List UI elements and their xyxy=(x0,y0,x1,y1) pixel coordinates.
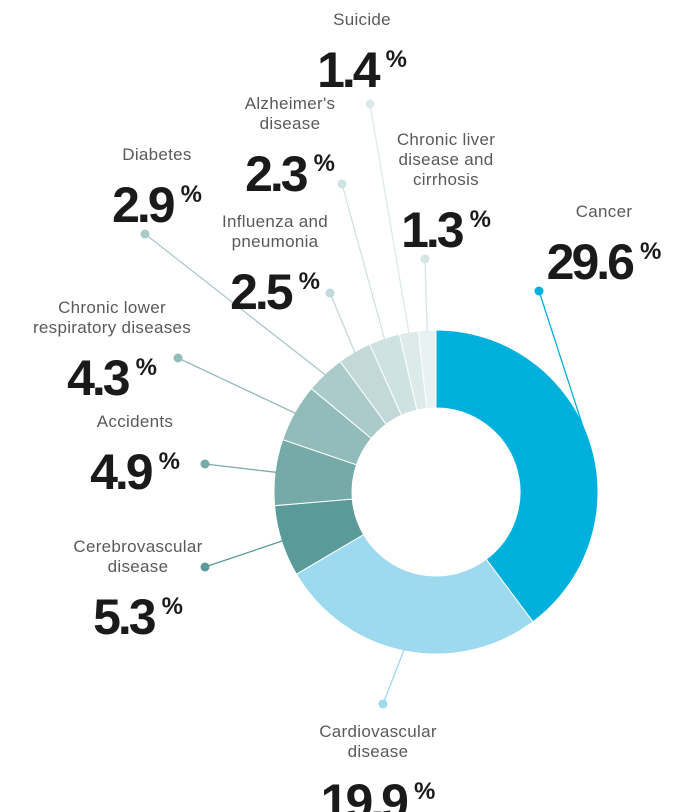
donut-segment xyxy=(435,329,599,623)
leader-dot xyxy=(420,254,430,264)
value-label: 4.9% xyxy=(90,438,180,497)
leader-dot xyxy=(200,562,210,572)
category-name: Diabetes xyxy=(122,145,192,164)
value-label: 1.3% xyxy=(397,196,495,255)
value-unit: % xyxy=(161,593,183,620)
value-number: 5.3 xyxy=(93,589,156,645)
value-number: 4.3 xyxy=(67,350,130,406)
slice-label: Suicide 1.4% xyxy=(317,10,407,95)
value-label: 1.4% xyxy=(317,36,407,95)
value-unit: % xyxy=(180,181,202,208)
slice-label: Alzheimer's disease 2.3% xyxy=(244,94,336,199)
slice-label: Cerebrovascular disease 5.3% xyxy=(73,537,203,642)
category-name: Influenza and pneumonia xyxy=(222,212,328,251)
category-name: Chronic liver disease and cirrhosis xyxy=(396,130,496,189)
leader-dot xyxy=(534,286,544,296)
leader-line xyxy=(341,183,386,341)
value-unit: % xyxy=(135,354,157,381)
value-label: 2.3% xyxy=(245,140,336,199)
value-number: 2.9 xyxy=(112,177,175,233)
value-unit: % xyxy=(313,150,335,177)
value-unit: % xyxy=(469,206,491,233)
slice-label: Diabetes 2.9% xyxy=(112,145,202,230)
leader-line xyxy=(382,648,406,705)
leader-dot xyxy=(173,353,183,363)
value-number: 4.9 xyxy=(90,444,153,500)
leader-dot xyxy=(325,288,335,298)
value-label: 2.9% xyxy=(112,171,202,230)
value-number: 1.4 xyxy=(317,42,380,98)
category-name: Cancer xyxy=(575,202,633,221)
leader-line xyxy=(177,357,297,415)
leader-line xyxy=(204,539,284,568)
value-unit: % xyxy=(385,46,407,73)
leader-line xyxy=(538,290,589,442)
value-number: 2.3 xyxy=(245,146,308,202)
category-name: Suicide xyxy=(333,10,391,29)
category-name: Cardiovascular disease xyxy=(319,722,437,761)
leader-line xyxy=(424,258,428,333)
value-number: 1.3 xyxy=(401,202,464,258)
leader-dot xyxy=(200,459,210,469)
category-name: Alzheimer's disease xyxy=(244,94,336,133)
leader-line xyxy=(144,233,327,377)
category-name: Accidents xyxy=(96,412,174,431)
value-unit: % xyxy=(639,238,662,265)
value-number: 29.6 xyxy=(546,234,635,290)
donut-segment xyxy=(417,329,437,410)
category-name: Chronic lower respiratory diseases xyxy=(32,298,192,337)
category-name: Cerebrovascular disease xyxy=(73,537,203,576)
value-unit: % xyxy=(413,778,436,805)
value-label: 19.9% xyxy=(319,768,437,812)
value-label: 5.3% xyxy=(73,583,202,642)
slice-label: Chronic lower respiratory diseases 4.3% xyxy=(32,298,192,403)
value-unit: % xyxy=(298,268,320,295)
slice-label: Cardiovascular disease 19.9% xyxy=(319,722,437,812)
slice-label: Chronic liver disease and cirrhosis 1.3% xyxy=(396,130,496,255)
slice-label: Influenza and pneumonia 2.5% xyxy=(222,212,328,317)
slice-label: Cancer 29.6% xyxy=(547,202,662,287)
leader-line xyxy=(329,292,357,355)
leader-dot xyxy=(378,699,388,709)
leader-line xyxy=(369,103,410,335)
value-label: 2.5% xyxy=(222,258,328,317)
value-unit: % xyxy=(158,448,180,475)
leader-dot xyxy=(365,99,375,109)
donut-segment xyxy=(295,533,534,655)
value-number: 19.9 xyxy=(320,774,409,812)
leader-dot xyxy=(337,179,347,189)
value-label: 4.3% xyxy=(33,344,191,403)
leader-line xyxy=(204,463,278,474)
value-number: 2.5 xyxy=(230,264,293,320)
leader-dot xyxy=(140,229,150,239)
value-label: 29.6% xyxy=(547,228,662,287)
slice-label: Accidents 4.9% xyxy=(90,412,180,497)
